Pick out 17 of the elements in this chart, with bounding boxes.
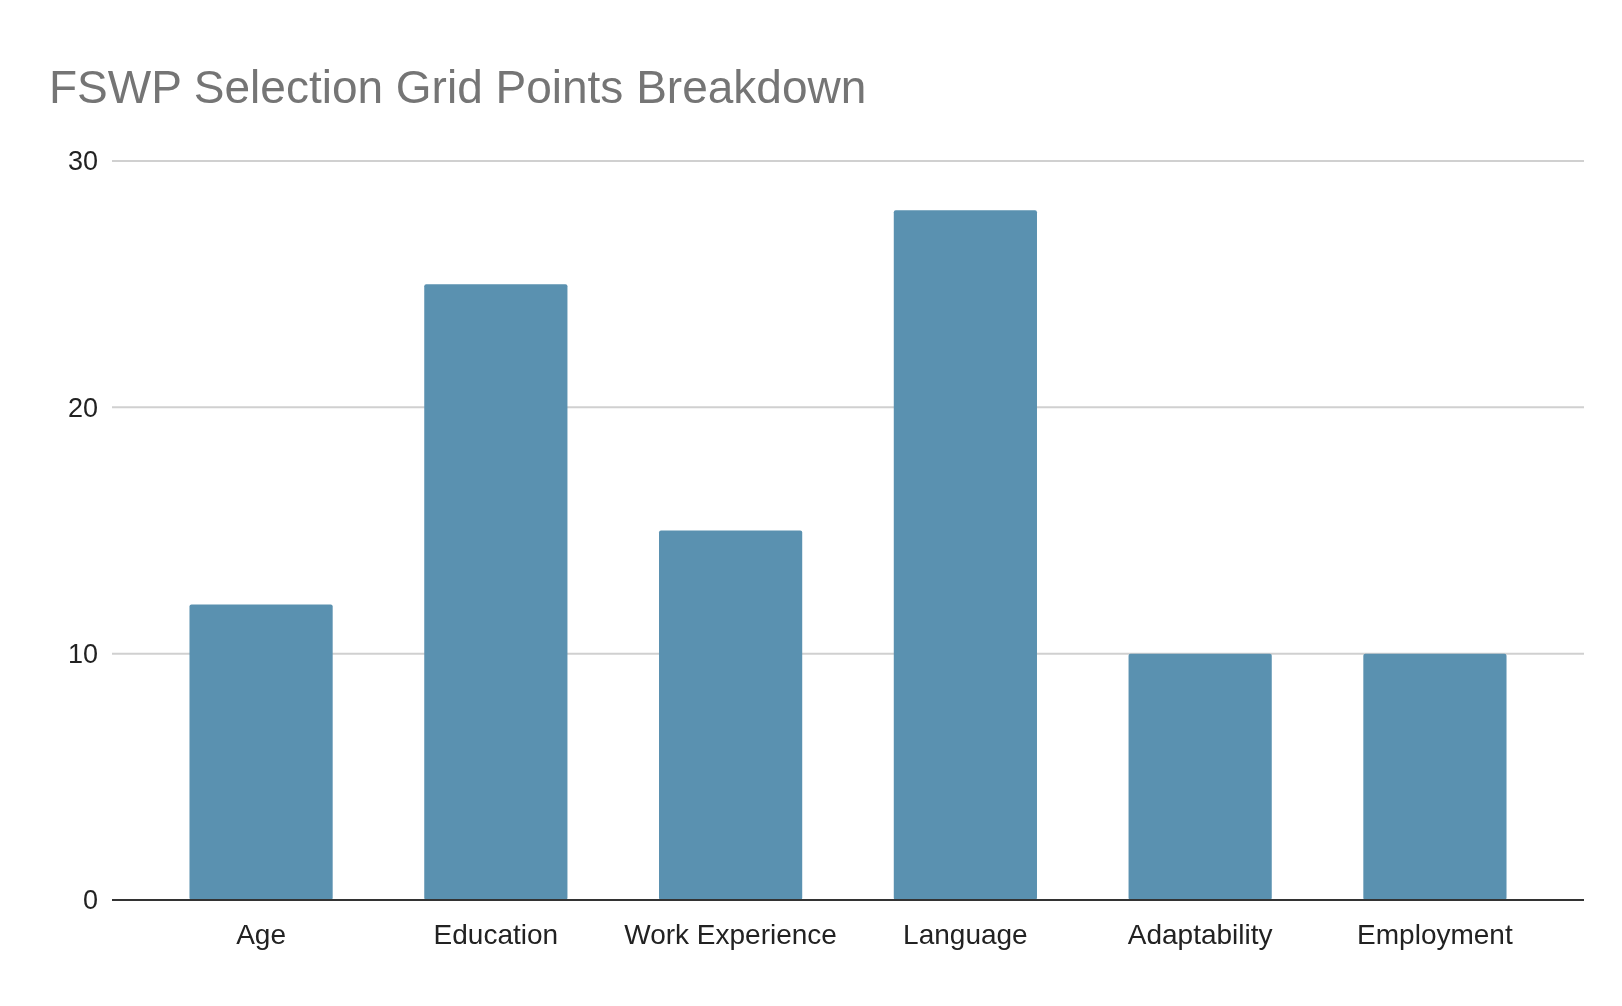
y-tick-label: 20: [67, 392, 98, 423]
y-tick-label: 30: [67, 146, 98, 177]
y-tick-label: 0: [82, 885, 98, 916]
bar: [659, 530, 803, 900]
x-tick-label: Age: [236, 919, 286, 950]
bar: [1128, 653, 1272, 900]
bar: [189, 604, 333, 900]
bar: [893, 210, 1037, 900]
bar: [424, 284, 568, 900]
x-tick-label: Employment: [1357, 919, 1513, 950]
chart-title: FSWP Selection Grid Points Breakdown: [49, 61, 867, 113]
x-tick-label: Language: [903, 919, 1028, 950]
y-tick-label: 10: [67, 639, 98, 670]
bar: [1363, 653, 1507, 900]
x-tick-label: Adaptability: [1127, 919, 1273, 950]
x-tick-label: Work Experience: [624, 919, 837, 950]
x-tick-label: Education: [433, 919, 559, 950]
